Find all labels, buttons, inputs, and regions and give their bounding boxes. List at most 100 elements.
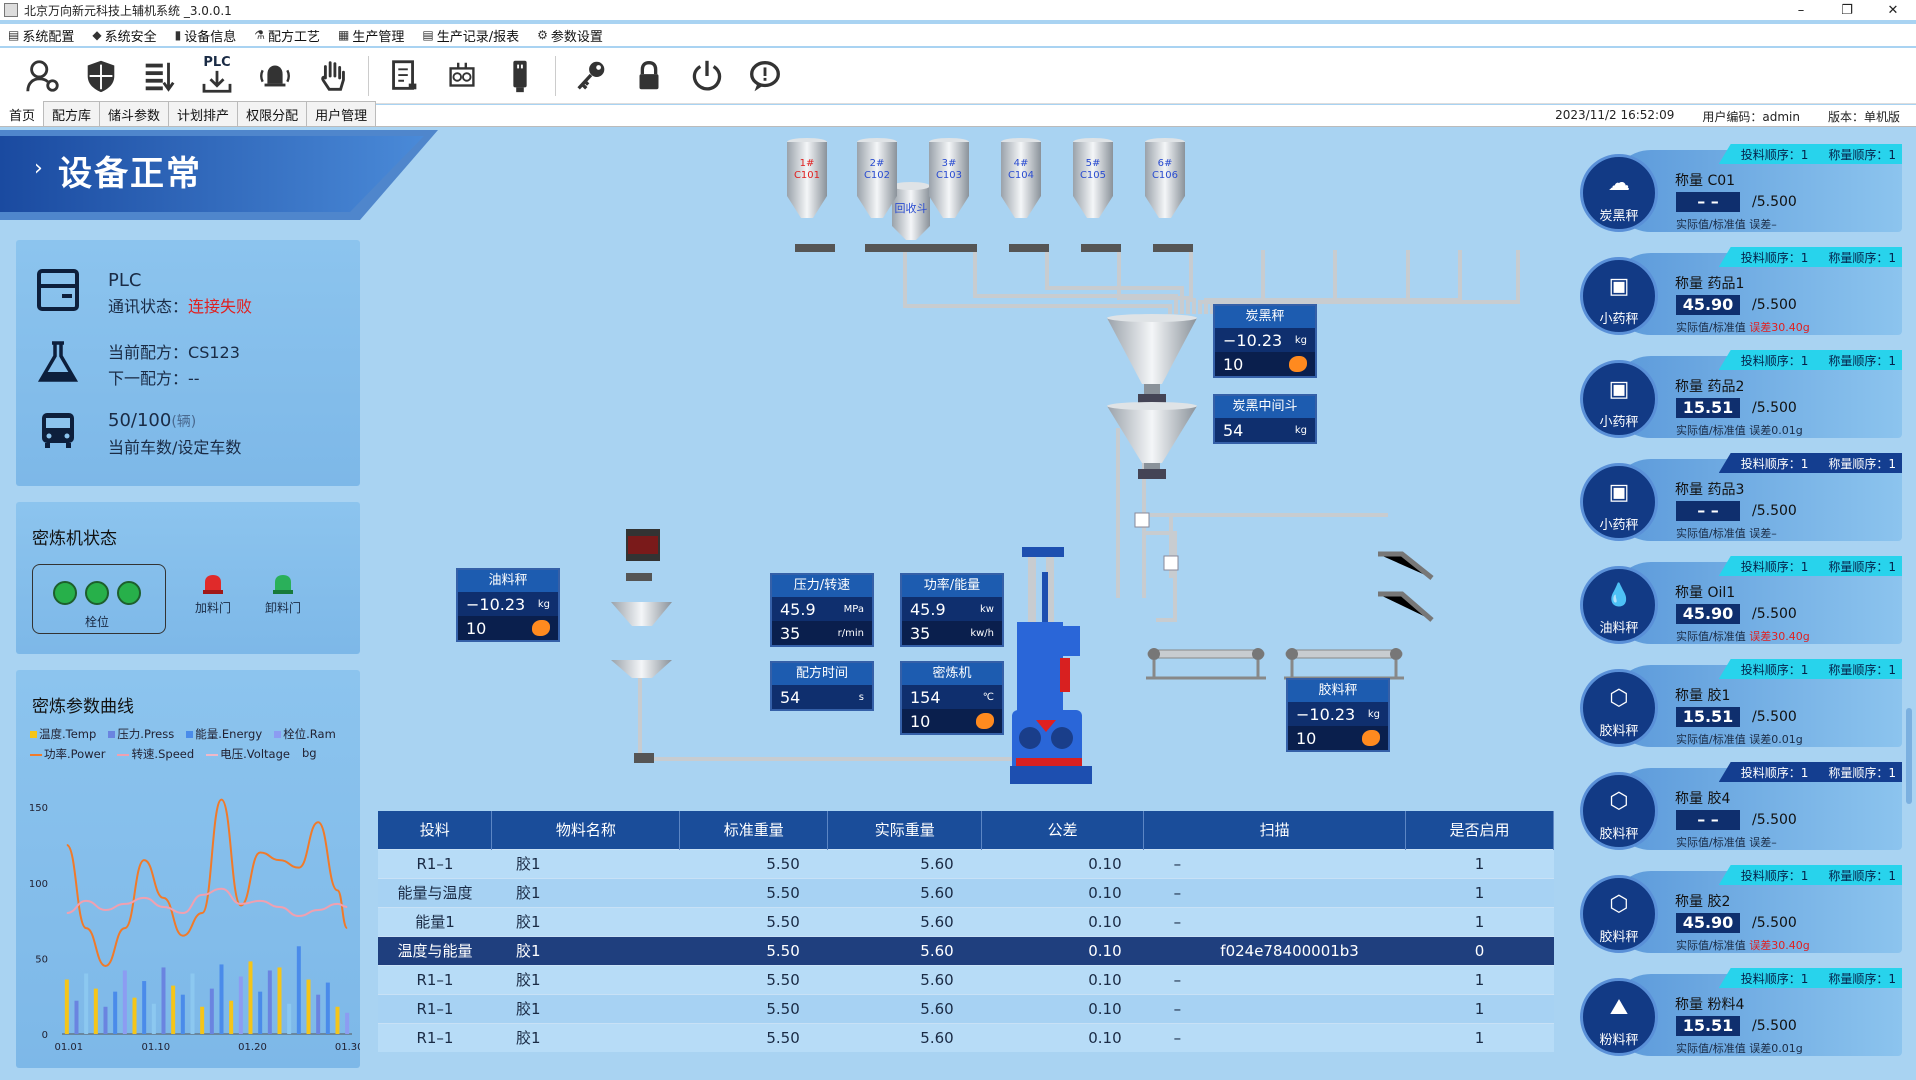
chart-bar: [132, 997, 137, 1034]
scale-error: 实际值/标准值 误差30.40g: [1676, 321, 1810, 334]
column-header[interactable]: 投料: [378, 811, 493, 849]
feed-order: 投料顺序：1: [1740, 662, 1809, 677]
table-row[interactable]: 能量与温度 胶1 5.50 5.60 0.10–1: [378, 877, 1554, 907]
datetime: 2023/11/2 16:52:09: [1555, 108, 1675, 122]
table-row[interactable]: R1–1 胶1 5.50 5.60 0.10–1: [378, 848, 1554, 878]
tab-permissions[interactable]: 权限分配: [237, 101, 308, 126]
valve-square-2[interactable]: [1163, 555, 1179, 571]
chart-bar: [287, 1003, 292, 1034]
carbon-black-mid-hopper-card: 炭黑中间斗 54 kg: [1213, 394, 1317, 444]
close-button[interactable]: ✕: [1887, 2, 1899, 18]
table-row[interactable]: R1–1 胶1 5.50 5.60 0.10–1: [378, 993, 1554, 1023]
scale-card[interactable]: 投料顺序：1 称量顺序：1 ☁ 炭黑秤 称量 C01 – – /5.500 实际…: [1580, 144, 1902, 232]
valve-square-1[interactable]: [1134, 512, 1150, 528]
shield-icon: ◆: [92, 28, 102, 42]
legend-bg: bg: [301, 746, 317, 760]
lock-button[interactable]: [620, 52, 678, 100]
power-button[interactable]: [678, 52, 736, 100]
menu-system-config[interactable]: ▤ 系统配置: [8, 28, 75, 45]
table-cell: R1–1: [378, 848, 492, 878]
scale-type-badge: ▣ 小药秤: [1580, 360, 1658, 438]
scale-card[interactable]: 投料顺序：1 称量顺序：1 ▣ 小药秤 称量 药品1 45.90 /5.500 …: [1580, 247, 1902, 335]
series-line: [65, 798, 349, 967]
menu-recipe-process[interactable]: ⚗ 配方工艺: [254, 28, 321, 45]
scale-standard-value: /5.500: [1752, 709, 1797, 725]
order-ribbon: 投料顺序：1 称量顺序：1: [1718, 762, 1902, 782]
scale-card[interactable]: 投料顺序：1 称量顺序：1 ⬡ 胶料秤 称量 胶4 – – /5.500 实际值…: [1580, 762, 1902, 850]
table-cell: 1: [1405, 906, 1554, 936]
hand-icon[interactable]: [532, 620, 550, 636]
usb-button[interactable]: [491, 52, 549, 100]
chart-bar: [209, 988, 214, 1034]
curve-title: 密炼参数曲线: [32, 697, 134, 717]
hand-icon[interactable]: [1289, 356, 1307, 372]
internal-mixer-machine: [1010, 547, 1092, 784]
menu-production-report[interactable]: ▤ 生产记录/报表: [422, 28, 520, 45]
table-row[interactable]: 温度与能量 胶1 5.50 5.60 0.10 f024e78400001b3 0: [378, 935, 1554, 965]
column-header[interactable]: 标准重量: [679, 811, 829, 849]
table-row[interactable]: R1–1 胶1 5.50 5.60 0.10–1: [378, 1022, 1554, 1052]
restore-button[interactable]: ❐: [1841, 2, 1853, 18]
tab-user-management[interactable]: 用户管理: [306, 101, 377, 126]
banner-shape: [0, 130, 438, 220]
machine-button[interactable]: [433, 52, 491, 100]
menu-parameter-settings[interactable]: ⚙ 参数设置: [537, 28, 603, 45]
scale-card[interactable]: 投料顺序：1 称量顺序：1 ▣ 小药秤 称量 药品3 – – /5.500 实际…: [1580, 453, 1902, 541]
chart-bar: [142, 981, 147, 1034]
scale-card[interactable]: 投料顺序：1 称量顺序：1 ▣ 小药秤 称量 药品2 15.51 /5.500 …: [1580, 350, 1902, 438]
report-button[interactable]: [375, 52, 433, 100]
scale-card[interactable]: 投料顺序：1 称量顺序：1 ⬡ 胶料秤 称量 胶2 45.90 /5.500 实…: [1580, 865, 1902, 953]
table-cell: 能量1: [378, 906, 492, 936]
hand-icon[interactable]: [1362, 730, 1380, 746]
table-cell: 5.60: [827, 848, 982, 878]
table-cell: 5.50: [679, 935, 828, 965]
chart-bar: [122, 970, 127, 1034]
silo-code: C103: [936, 170, 962, 181]
minimize-button[interactable]: –: [1797, 2, 1805, 18]
column-header[interactable]: 公差: [981, 811, 1145, 849]
scale-card[interactable]: 投料顺序：1 称量顺序：1 ⛰ 粉料秤 称量 粉料4 15.51 /5.500 …: [1580, 968, 1902, 1056]
menu-system-security[interactable]: ◆ 系统安全: [92, 28, 157, 45]
gear-icon: ⚙: [537, 28, 548, 42]
tab-home[interactable]: 首页: [0, 101, 45, 126]
security-button[interactable]: [72, 52, 130, 100]
column-header[interactable]: 扫描: [1143, 811, 1407, 849]
alarm-button[interactable]: [246, 52, 304, 100]
mixer-temp-card: 密炼机 154 ℃ 10: [900, 661, 1004, 735]
curve-legend-2: 功率.Power 转速.Speed 电压.Voltage bg: [30, 746, 317, 762]
feeding-table: 投料 物料名称 标准重量 实际重量 公差 扫描 是否启用 R1–1 胶1 5.50 5.60 0.1…: [378, 811, 1554, 1052]
toolbar: PLC: [0, 48, 1916, 104]
column-header[interactable]: 是否启用: [1405, 811, 1554, 849]
plc-download-button[interactable]: PLC: [188, 52, 246, 100]
table-cell: 5.50: [679, 877, 828, 907]
menu-production-management[interactable]: ▦ 生产管理: [338, 28, 405, 45]
key-button[interactable]: [562, 52, 620, 100]
shield-icon: [87, 60, 115, 92]
chart-bar: [113, 991, 118, 1034]
column-header[interactable]: 实际重量: [827, 811, 983, 849]
stop-button[interactable]: [304, 52, 362, 100]
chart-bar: [238, 976, 243, 1034]
menu-device-info[interactable]: ▮ 设备信息: [174, 28, 237, 45]
table-row[interactable]: R1–1 胶1 5.50 5.60 0.10–1: [378, 964, 1554, 994]
scrollbar-thumb[interactable]: [1906, 708, 1912, 804]
comm-failed-text: 连接失败: [188, 297, 253, 316]
weigh-order: 称量顺序：1: [1828, 147, 1896, 162]
user-settings-button[interactable]: [14, 52, 72, 100]
chart-bar: [335, 1006, 340, 1034]
message-button[interactable]: [736, 52, 794, 100]
oil-scale-card: 油料秤 −10.23 kg 10: [456, 568, 560, 642]
mixer-status-panel: 密炼机状态 栓位 加料门 卸料门: [16, 502, 360, 654]
legend-voltage: 电压.Voltage: [206, 746, 290, 762]
hand-icon[interactable]: [976, 713, 994, 729]
column-header[interactable]: 物料名称: [491, 811, 681, 849]
table-row[interactable]: 能量1 胶1 5.50 5.60 0.10–1: [378, 906, 1554, 936]
tab-plan-schedule[interactable]: 计划排产: [168, 101, 239, 126]
scale-card[interactable]: 投料顺序：1 称量顺序：1 ⬡ 胶料秤 称量 胶1 15.51 /5.500 实…: [1580, 659, 1902, 747]
tab-recipe-library[interactable]: 配方库: [43, 101, 101, 126]
mixing-curve-panel: 密炼参数曲线 温度.Temp 压力.Press 能量.Energy 栓位.Ram…: [16, 670, 360, 1068]
sort-button[interactable]: [130, 52, 188, 100]
tab-hopper-params[interactable]: 储斗参数: [99, 101, 170, 126]
scale-card[interactable]: 投料顺序：1 称量顺序：1 💧 油料秤 称量 Oil1 45.90 /5.500…: [1580, 556, 1902, 644]
carbon-black-scale-card: 炭黑秤 −10.23 kg 10: [1213, 304, 1317, 378]
